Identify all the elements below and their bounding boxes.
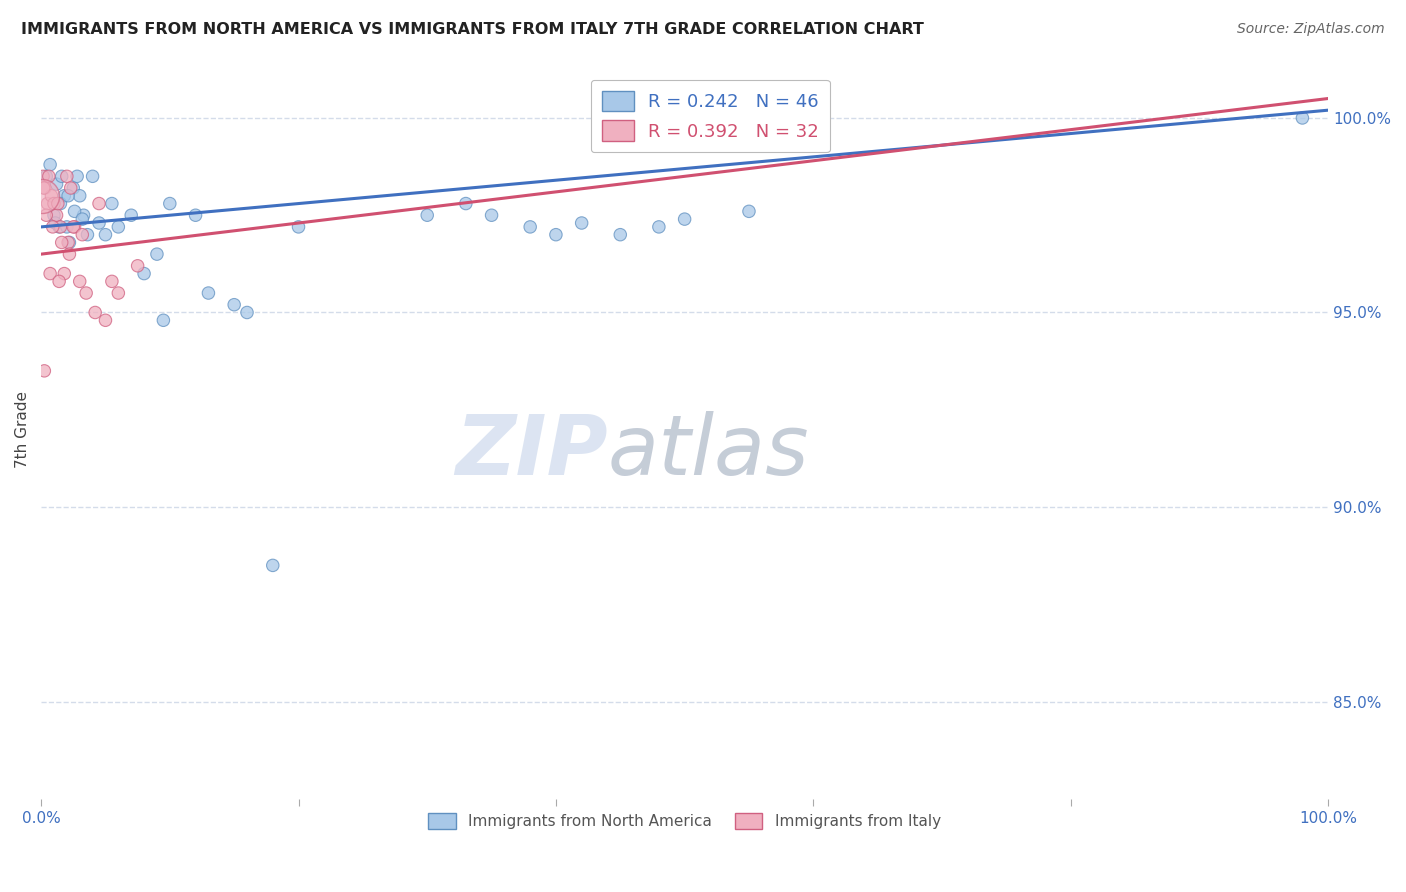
Point xyxy=(120,208,142,222)
Point xyxy=(62,181,84,195)
Point xyxy=(58,235,80,250)
Point xyxy=(69,188,91,202)
Point xyxy=(45,177,67,191)
Point xyxy=(72,212,94,227)
Text: atlas: atlas xyxy=(607,411,808,491)
Point xyxy=(49,196,72,211)
Point xyxy=(75,286,97,301)
Point xyxy=(544,227,567,242)
Point xyxy=(51,235,73,250)
Point xyxy=(87,196,110,211)
Point xyxy=(51,169,73,184)
Point xyxy=(63,204,86,219)
Point xyxy=(101,196,124,211)
Point xyxy=(454,196,477,211)
Point xyxy=(82,169,104,184)
Point xyxy=(39,267,62,281)
Point xyxy=(39,158,62,172)
Text: Source: ZipAtlas.com: Source: ZipAtlas.com xyxy=(1237,22,1385,37)
Point xyxy=(159,196,181,211)
Point xyxy=(32,169,55,184)
Point xyxy=(197,286,219,301)
Point xyxy=(236,305,259,319)
Legend: Immigrants from North America, Immigrants from Italy: Immigrants from North America, Immigrant… xyxy=(422,807,946,836)
Point xyxy=(673,212,696,227)
Y-axis label: 7th Grade: 7th Grade xyxy=(15,391,30,467)
Point xyxy=(32,181,55,195)
Text: IMMIGRANTS FROM NORTH AMERICA VS IMMIGRANTS FROM ITALY 7TH GRADE CORRELATION CHA: IMMIGRANTS FROM NORTH AMERICA VS IMMIGRA… xyxy=(21,22,924,37)
Point xyxy=(519,219,541,234)
Point xyxy=(59,181,82,195)
Point xyxy=(34,364,56,378)
Point xyxy=(72,227,94,242)
Point xyxy=(224,298,246,312)
Point xyxy=(37,196,59,211)
Point xyxy=(56,235,79,250)
Point xyxy=(58,247,80,261)
Point xyxy=(69,274,91,288)
Point xyxy=(44,216,66,230)
Point xyxy=(46,196,69,211)
Point xyxy=(609,227,631,242)
Point xyxy=(132,267,155,281)
Point xyxy=(107,219,129,234)
Point xyxy=(63,219,86,234)
Point xyxy=(72,208,94,222)
Point xyxy=(287,219,309,234)
Point xyxy=(35,169,58,184)
Point xyxy=(56,188,79,202)
Point xyxy=(56,169,79,184)
Point xyxy=(49,219,72,234)
Point xyxy=(45,208,67,222)
Point xyxy=(76,227,98,242)
Point xyxy=(738,204,761,219)
Point xyxy=(42,196,65,211)
Point xyxy=(107,286,129,301)
Point xyxy=(34,181,56,195)
Point xyxy=(87,216,110,230)
Point xyxy=(648,219,671,234)
Point xyxy=(31,188,53,202)
Point xyxy=(481,208,503,222)
Point xyxy=(94,313,117,327)
Point xyxy=(571,216,593,230)
Point xyxy=(62,219,84,234)
Point xyxy=(38,169,60,184)
Point xyxy=(41,219,63,234)
Point xyxy=(127,259,149,273)
Point xyxy=(35,208,58,222)
Point xyxy=(41,188,63,202)
Point xyxy=(262,558,284,573)
Point xyxy=(48,219,70,234)
Point xyxy=(66,169,89,184)
Point xyxy=(416,208,439,222)
Point xyxy=(84,305,107,319)
Point xyxy=(1291,111,1313,125)
Point xyxy=(184,208,207,222)
Point xyxy=(94,227,117,242)
Point xyxy=(152,313,174,327)
Point xyxy=(53,267,76,281)
Point xyxy=(42,208,65,222)
Text: ZIP: ZIP xyxy=(454,411,607,491)
Point xyxy=(101,274,124,288)
Point xyxy=(56,219,79,234)
Point xyxy=(53,188,76,202)
Point xyxy=(146,247,169,261)
Point xyxy=(48,274,70,288)
